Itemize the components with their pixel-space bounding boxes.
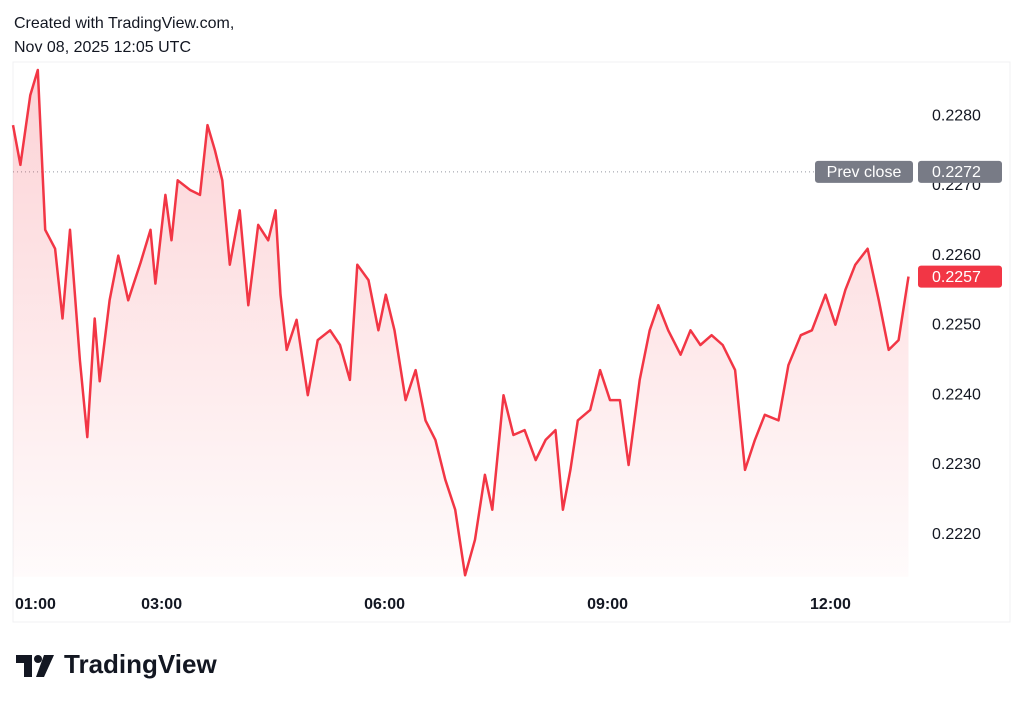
logo-icon (36, 655, 54, 677)
y-tick-label: 0.2280 (932, 107, 981, 124)
x-tick-label: 09:00 (587, 596, 628, 613)
logo-icon (34, 655, 42, 663)
prev-close-name: Prev close (827, 164, 902, 181)
x-tick-label: 03:00 (141, 596, 182, 613)
y-tick-label: 0.2240 (932, 386, 981, 403)
y-tick-label: 0.2260 (932, 247, 981, 264)
y-tick-label: 0.2220 (932, 526, 981, 543)
x-tick-label: 01:00 (15, 596, 56, 613)
logo (16, 655, 54, 677)
header-line: Nov 08, 2025 12:05 UTC (14, 39, 191, 56)
y-tick-label: 0.2230 (932, 456, 981, 473)
price-line (11, 68, 910, 577)
prev-close-badge (815, 160, 913, 183)
logo-icon (16, 655, 32, 677)
area (13, 70, 909, 577)
x-tick-label: 06:00 (364, 596, 405, 613)
x-tick-label: 12:00 (810, 596, 851, 613)
y-tick-label: 0.2250 (932, 317, 981, 334)
header-line: Created with TradingView.com, (14, 15, 234, 32)
last-price-badge (918, 265, 1002, 288)
prev-close-value: 0.2272 (932, 164, 981, 181)
last-price-label: 0.2257 (932, 269, 981, 286)
prev-close-value-badge (918, 160, 1002, 183)
brand: TradingView (64, 649, 217, 679)
